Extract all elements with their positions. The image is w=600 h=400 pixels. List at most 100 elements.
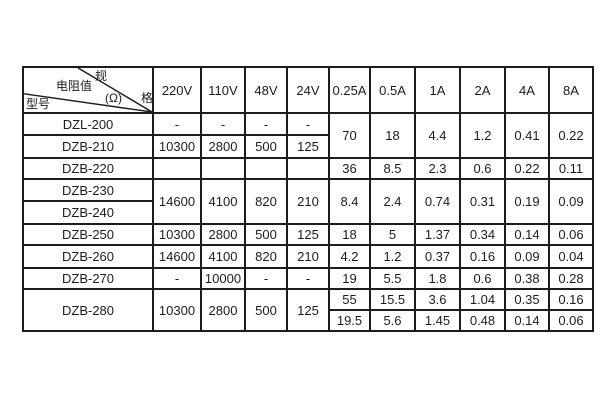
col-header-2a: 2A: [459, 66, 506, 114]
table-row: DZB-210 10300 2800 500 125: [22, 134, 593, 159]
value-cell: 210: [286, 244, 330, 269]
value-cell: 1.37: [414, 223, 461, 246]
value-cell: 55: [328, 288, 371, 311]
col-header-05a: 0.5A: [369, 66, 416, 114]
table-row: DZB-230 14600 4100 820 210 8.4 2.4 0.74 …: [22, 178, 594, 225]
value-cell: 5.5: [369, 267, 416, 290]
value-cell: 125: [286, 223, 330, 246]
model-cell: DZB-240: [22, 200, 154, 225]
col-header-1a: 1A: [414, 66, 461, 114]
value-cell: 1.2: [459, 112, 506, 159]
value-cell: 5: [369, 223, 416, 246]
header-diagonal-lines: [25, 69, 151, 111]
table-row: DZB-260 14600 4100 820 210 4.2 1.2 0.37 …: [22, 244, 594, 269]
value-cell: 0.38: [504, 267, 550, 290]
value-cell: 2.4: [369, 178, 416, 225]
col-header-4a: 4A: [504, 66, 550, 114]
model-cell: DZB-250: [22, 223, 154, 246]
value-cell: 2.3: [414, 157, 461, 180]
value-cell: -: [244, 112, 288, 136]
corner-header-cell: 规 格 电阻值 (Ω) 型号: [22, 66, 154, 114]
corner-spec-char-1: 规: [95, 69, 108, 83]
value-cell: 0.41: [504, 112, 550, 159]
value-cell: [152, 157, 202, 180]
value-cell: 14600: [152, 244, 202, 269]
value-cell: 1.8: [414, 267, 461, 290]
value-cell: 8.4: [328, 178, 371, 225]
value-cell: 1.04: [459, 288, 506, 311]
value-cell: 0.34: [459, 223, 506, 246]
value-cell: 4.4: [414, 112, 461, 159]
value-cell: 820: [244, 178, 288, 225]
table-row: DZB-220 36 8.5 2.3 0.6 0.22 0.11: [22, 157, 594, 180]
value-cell: 0.14: [504, 223, 550, 246]
value-cell: 500: [244, 288, 288, 332]
value-cell: 0.04: [548, 244, 594, 269]
value-cell: 8.5: [369, 157, 416, 180]
value-cell: 210: [286, 178, 330, 225]
value-cell: 4100: [200, 244, 246, 269]
value-cell: 1.2: [369, 244, 416, 269]
value-cell: 2800: [200, 134, 246, 159]
col-header-8a: 8A: [548, 66, 594, 114]
value-cell: 70: [328, 112, 371, 159]
value-cell: 36: [328, 157, 371, 180]
value-cell: 2800: [200, 288, 246, 332]
value-cell: 125: [286, 288, 330, 332]
value-cell: -: [200, 112, 246, 136]
value-cell: [286, 157, 330, 180]
value-cell: 0.19: [504, 178, 550, 225]
col-header-48v: 48V: [244, 66, 288, 114]
value-cell: 0.09: [504, 244, 550, 269]
model-cell: DZB-270: [22, 267, 154, 290]
value-cell: [200, 157, 246, 180]
value-cell: 0.16: [459, 244, 506, 269]
value-cell: 3.6: [414, 288, 461, 311]
value-cell: 0.28: [548, 267, 594, 290]
value-cell: 0.22: [548, 112, 594, 159]
col-header-220v: 220V: [152, 66, 202, 114]
corner-model-label: 型号: [26, 97, 51, 111]
value-cell: 0.09: [548, 178, 594, 225]
value-cell: 10300: [152, 134, 202, 159]
value-cell: 500: [244, 223, 288, 246]
value-cell: 14600: [152, 178, 202, 225]
table-row: DZB-240: [22, 200, 593, 225]
value-cell: 2800: [200, 223, 246, 246]
value-cell: 0.31: [459, 178, 506, 225]
value-cell: 0.35: [504, 288, 550, 311]
value-cell: 15.5: [369, 288, 416, 311]
value-cell: 10000: [200, 267, 246, 290]
model-cell: DZB-220: [22, 157, 154, 180]
value-cell: 10300: [152, 223, 202, 246]
corner-resistance-unit: (Ω): [105, 91, 122, 105]
table-row: DZB-250 10300 2800 500 125 18 5 1.37 0.3…: [22, 223, 594, 246]
value-cell: 0.06: [548, 223, 594, 246]
value-cell: 500: [244, 134, 288, 159]
value-cell: 0.6: [459, 157, 506, 180]
value-cell: -: [286, 267, 330, 290]
model-cell: DZB-260: [22, 244, 154, 269]
col-header-025a: 0.25A: [328, 66, 371, 114]
corner-spec-char-2: 格: [141, 91, 153, 105]
value-cell: [244, 157, 288, 180]
value-cell: 0.48: [459, 309, 506, 332]
value-cell: 0.22: [504, 157, 550, 180]
col-header-24v: 24V: [286, 66, 330, 114]
value-cell: 5.6: [369, 309, 416, 332]
value-cell: 4.2: [328, 244, 371, 269]
model-cell: DZB-280: [22, 288, 154, 332]
resistance-spec-table: 规 格 电阻值 (Ω) 型号 220V 110V 48V 24V 0.25A 0…: [22, 66, 594, 332]
model-cell: DZB-230: [22, 178, 154, 202]
value-cell: 0.6: [459, 267, 506, 290]
header-row: 规 格 电阻值 (Ω) 型号 220V 110V 48V 24V 0.25A 0…: [22, 66, 594, 114]
table-row: DZB-280 10300 2800 500 125 55 15.5 3.6 1…: [22, 288, 594, 332]
value-cell: 0.14: [504, 309, 550, 332]
value-cell: -: [244, 267, 288, 290]
value-cell: -: [152, 267, 202, 290]
table-row: DZL-200 - - - - 70 18 4.4 1.2 0.41 0.22: [22, 112, 594, 159]
value-cell: 125: [286, 134, 330, 159]
value-cell: 1.45: [414, 309, 461, 332]
value-cell: 0.37: [414, 244, 461, 269]
